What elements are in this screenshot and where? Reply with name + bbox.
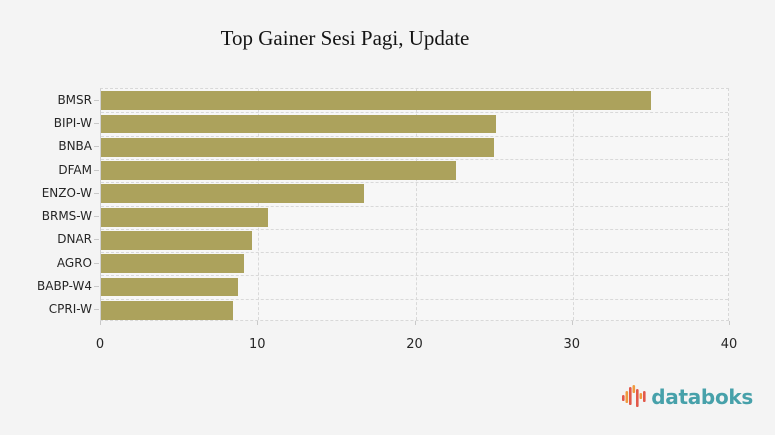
y-tick-mark — [94, 146, 99, 148]
y-label-enzo-w: ENZO-W — [41, 185, 92, 200]
bar-dnar — [101, 231, 252, 250]
x-label-20: 20 — [406, 337, 423, 352]
y-label-agro: AGRO — [56, 255, 92, 270]
y-label-bnba: BNBA — [58, 139, 92, 154]
horizontal-gridline — [101, 252, 728, 254]
horizontal-gridline — [101, 182, 728, 184]
y-tick-mark — [94, 192, 99, 194]
vertical-gridline-30 — [572, 89, 574, 320]
x-label-30: 30 — [563, 337, 581, 352]
y-tick-mark — [94, 99, 99, 101]
bar-bipi-w — [101, 114, 496, 134]
databoks-wordmark: databoks — [651, 385, 753, 409]
vertical-gridline-20 — [415, 89, 417, 320]
y-label-bmsr: BMSR — [57, 92, 92, 107]
bar-babp-w4 — [101, 277, 238, 297]
x-tick-mark — [257, 321, 259, 325]
bar-agro — [101, 254, 245, 274]
y-label-cpri-w: CPRI-W — [48, 302, 92, 317]
y-tick-mark — [94, 122, 99, 124]
bar-bmsr — [101, 91, 652, 111]
y-tick-mark — [94, 262, 99, 264]
horizontal-gridline — [101, 135, 728, 137]
bar-bnba — [101, 137, 495, 157]
y-label-babp-w4: BABP-W4 — [37, 279, 92, 294]
vertical-gridline-10 — [258, 89, 260, 320]
bar-dfam — [101, 161, 457, 180]
y-tick-mark — [94, 239, 99, 241]
plot-area — [100, 88, 729, 321]
y-label-dnar: DNAR — [57, 232, 92, 247]
databoks-bar-chart-icon — [622, 385, 646, 407]
horizontal-gridline — [101, 112, 728, 114]
bar-brms-w — [101, 207, 268, 227]
y-tick-mark — [94, 309, 99, 311]
y-tick-mark — [94, 286, 99, 288]
x-label-0: 0 — [95, 337, 105, 352]
y-label-bipi-w: BIPI-W — [53, 115, 92, 130]
horizontal-gridline — [101, 298, 728, 300]
x-tick-mark — [729, 321, 730, 325]
x-tick-mark — [100, 321, 101, 325]
horizontal-gridline — [101, 205, 728, 207]
y-label-dfam: DFAM — [58, 162, 92, 177]
y-tick-mark — [94, 216, 99, 218]
x-tick-mark — [414, 321, 416, 325]
y-tick-mark — [94, 169, 99, 171]
bar-enzo-w — [101, 184, 364, 204]
x-label-10: 10 — [248, 337, 266, 352]
databoks-logo: databoks — [622, 384, 753, 410]
y-label-brms-w: BRMS-W — [41, 209, 92, 224]
horizontal-gridline — [101, 228, 728, 230]
horizontal-gridline — [101, 275, 728, 277]
chart-title: Top Gainer Sesi Pagi, Update — [220, 26, 470, 50]
x-label-40: 40 — [720, 337, 738, 352]
bar-cpri-w — [101, 300, 234, 320]
x-tick-mark — [571, 321, 573, 325]
horizontal-gridline — [101, 158, 728, 160]
